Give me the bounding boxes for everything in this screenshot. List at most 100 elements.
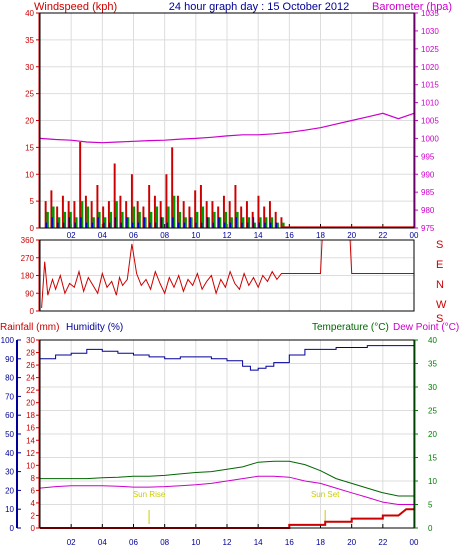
x-tick-label: 08 (160, 231, 169, 240)
wind-speed-bar (275, 222, 278, 228)
rainfall-tick-label: 28 (26, 349, 35, 358)
wind-barometer-panel: 0510152025303540975980985990995100010051… (25, 9, 439, 240)
wind-speed-bar (166, 222, 168, 228)
windspeed-axis-title: Windspeed (kph) (34, 1, 117, 13)
temperature-tick-label: 40 (428, 336, 437, 345)
wind-speed-bar (131, 222, 134, 228)
wind-average-bar (149, 211, 153, 228)
wind-average-bar (80, 201, 84, 228)
wind-average-bar (132, 206, 136, 228)
wind-average-bar (270, 217, 274, 228)
wind-average-bar (184, 217, 187, 228)
wind-gust-bar (199, 185, 202, 228)
dewpoint-line (39, 475, 414, 505)
rainfall-tick-label: 8 (31, 474, 36, 483)
right-tick-label: 1010 (421, 99, 439, 108)
wind-gust-bar (222, 195, 225, 228)
sunset-label: Sun Set (311, 490, 340, 499)
wind-average-bar (172, 195, 176, 228)
humidity-line (40, 345, 414, 371)
rainfall-tick-label: 20 (26, 399, 35, 408)
y-tick-label: 40 (25, 9, 34, 18)
temperature-tick-label: 35 (428, 360, 437, 369)
wind-speed-bar (149, 222, 151, 228)
wind-speed-bar (264, 222, 266, 228)
wind-speed-bar (103, 222, 105, 228)
wind-gust-bar (176, 195, 179, 228)
wind-gust-bar (142, 206, 145, 228)
graph-title: 24 hour graph day : 15 October 2012 (169, 1, 349, 13)
temperature-tick-label: 0 (428, 524, 433, 533)
compass-label: S (436, 313, 443, 325)
panel-frame (39, 339, 415, 529)
y-tick-label: 5 (30, 197, 35, 206)
x-tick-label: 20 (347, 538, 356, 547)
wind-average-bar (276, 222, 279, 228)
x-tick-label: 10 (191, 538, 200, 547)
wind-speed-bar (154, 222, 157, 228)
wind-gust-bar (130, 174, 133, 228)
temperature-tick-label: 15 (428, 454, 437, 463)
wind-speed-bar (241, 222, 243, 228)
temperature-tick-label: 20 (428, 430, 437, 439)
wind-average-bar (282, 222, 285, 228)
wind-gust-bar (148, 185, 151, 228)
wind-speed-bar (68, 217, 71, 228)
temperature-tick-label: 30 (428, 383, 437, 392)
sunrise-label: Sun Rise (133, 490, 166, 499)
wind-speed-bar (51, 217, 53, 228)
temperature-tick-label: 10 (428, 477, 437, 486)
wind-average-bar (138, 211, 141, 228)
wind-gust-bar (84, 195, 87, 228)
humidity-tick-label: 40 (5, 449, 14, 458)
wind-speed-bar (258, 222, 260, 228)
header: Windspeed (kph) 24 hour graph day : 15 O… (34, 1, 452, 13)
wind-average-bar (213, 211, 216, 228)
wind-gust-bar (188, 206, 191, 228)
x-tick-label: 02 (67, 538, 76, 547)
wind-speed-bar (223, 222, 226, 228)
y-tick-label: 20 (25, 117, 34, 126)
temperature-axis-title: Temperature (°C) (312, 322, 389, 333)
wind-gust-bar (79, 142, 82, 228)
y-tick-label: 35 (25, 36, 34, 45)
y-tick-label: 25 (25, 90, 34, 99)
wind-speed-bar (200, 222, 203, 228)
wind-speed-bar (229, 222, 232, 228)
humidity-axis-title: Humidity (%) (66, 322, 123, 333)
y-tick-label: 10 (25, 170, 34, 179)
x-tick-label: 08 (160, 538, 169, 547)
wind-average-bar (115, 201, 118, 228)
wind-average-bar (224, 211, 228, 228)
rainfall-tick-label: 26 (26, 361, 35, 370)
wind-gust-bar (50, 190, 53, 228)
wind-gust-bar (113, 163, 116, 228)
wind-gust-bar (61, 195, 64, 228)
wind-speed-bar (114, 217, 117, 228)
y-tick-label: 0 (30, 224, 35, 233)
y-tick-label: 90 (25, 289, 34, 298)
wind-average-bar (195, 211, 199, 228)
x-tick-label: 12 (223, 231, 232, 240)
rainfall-tick-label: 10 (26, 461, 35, 470)
wind-gust-bar (205, 201, 208, 228)
rainfall-tick-label: 6 (31, 486, 36, 495)
rainfall-tick-label: 22 (26, 386, 35, 395)
wind-average-bar (46, 211, 49, 228)
wind-gust-bar (125, 201, 128, 228)
x-tick-label: 12 (223, 538, 232, 547)
dewpoint-axis-title: Dew Point (°C) (393, 322, 459, 333)
right-tick-label: 995 (421, 152, 435, 161)
wind-average-bar (69, 211, 72, 228)
wind-speed-bar (74, 222, 76, 228)
wind-average-bar (218, 217, 222, 228)
rainfall-line (40, 508, 414, 529)
wind-average-bar (236, 211, 239, 228)
x-tick-label: 00 (410, 231, 419, 240)
x-tick-label: 18 (316, 538, 325, 547)
right-tick-label: 1000 (421, 134, 439, 143)
right-tick-label: 1020 (421, 63, 439, 72)
humidity-tick-label: 80 (5, 374, 14, 383)
rainfall-tick-label: 4 (31, 499, 36, 508)
